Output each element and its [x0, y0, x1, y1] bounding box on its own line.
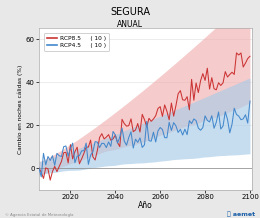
Text: ANUAL: ANUAL [117, 20, 143, 29]
X-axis label: Año: Año [138, 201, 153, 210]
Text: 🌂 aemet: 🌂 aemet [227, 211, 255, 217]
Text: © Agencia Estatal de Meteorología: © Agencia Estatal de Meteorología [5, 213, 74, 217]
Y-axis label: Cambio en noches cálidas (%): Cambio en noches cálidas (%) [18, 64, 23, 154]
Legend: RCP8.5     ( 10 ), RCP4.5     ( 10 ): RCP8.5 ( 10 ), RCP4.5 ( 10 ) [44, 33, 109, 51]
Text: SEGURA: SEGURA [110, 7, 150, 17]
